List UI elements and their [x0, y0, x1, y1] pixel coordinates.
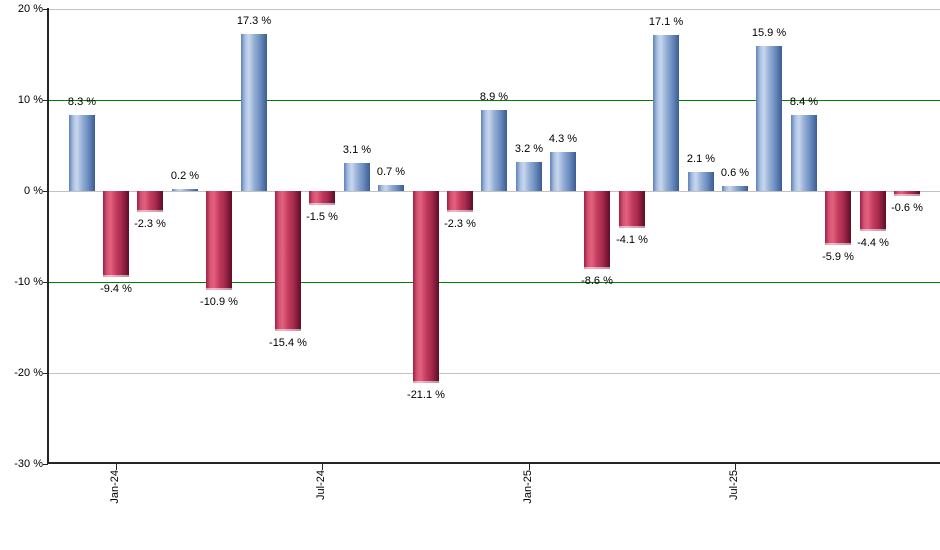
bar-jan-24 [103, 191, 129, 277]
x-axis-tick-label-text: Jan-24 [109, 470, 121, 504]
bar-jul-25 [722, 186, 748, 191]
bar-jun-25 [688, 172, 714, 191]
bar-may-25 [653, 35, 679, 191]
x-axis-tick-mark [735, 464, 736, 470]
bar-value-label: 8.3 % [67, 96, 97, 108]
x-axis-line [47, 462, 940, 464]
x-axis-tick-label: Jan-25 [520, 470, 536, 518]
bar-value-label: -0.6 % [891, 202, 923, 214]
bar-dec-25 [894, 191, 920, 196]
gridline-10pct [48, 100, 940, 101]
bar-sep-24 [378, 185, 404, 191]
y-axis-tick-mark [43, 9, 48, 10]
bar-value-label: -4.1 % [616, 234, 648, 246]
bar-may-24 [241, 34, 267, 191]
bar-dec-24 [481, 110, 507, 191]
y-axis-tick-mark [43, 191, 48, 192]
bar-value-label: 3.1 % [342, 144, 372, 156]
x-axis-tick-label: Jan-24 [107, 470, 123, 518]
bar-mar-24 [172, 189, 198, 191]
bar-value-label: 15.9 % [751, 27, 787, 39]
y-axis-tick-mark [43, 100, 48, 101]
x-axis-tick-mark [322, 464, 323, 470]
bar-jan-25 [516, 162, 542, 191]
x-axis-tick-label: Jul-24 [313, 470, 329, 518]
y-axis-tick-label: 10 % [17, 94, 43, 106]
bar-feb-25 [550, 152, 576, 191]
bar-sep-25 [791, 115, 817, 191]
bar-value-label: -10.9 % [200, 296, 238, 308]
bar-value-label: 3.2 % [514, 143, 544, 155]
y-axis-tick-mark [43, 464, 48, 465]
y-axis-tick-label: 0 % [24, 185, 43, 197]
bar-nov-25 [860, 191, 886, 231]
bar-value-label: -4.4 % [857, 237, 889, 249]
bar-value-label: 17.1 % [648, 16, 684, 28]
bar-value-label: -8.6 % [581, 275, 613, 287]
y-axis-tick-mark [43, 282, 48, 283]
bar-value-label: 0.2 % [170, 170, 200, 182]
bar-value-label: -2.3 % [444, 218, 476, 230]
bar-nov-24 [447, 191, 473, 212]
x-axis-tick-mark [529, 464, 530, 470]
bar-apr-24 [206, 191, 232, 290]
gridline-20pct [48, 9, 940, 10]
bar-aug-24 [344, 163, 370, 191]
x-axis-tick-mark [116, 464, 117, 470]
bar-value-label: 17.3 % [236, 15, 272, 27]
bar-value-label: -21.1 % [407, 389, 445, 401]
y-axis-tick-label: 20 % [17, 3, 43, 15]
bar-value-label: -15.4 % [269, 337, 307, 349]
bar-aug-25 [756, 46, 782, 191]
x-axis-tick-label: Jul-25 [726, 470, 742, 518]
x-axis-tick-label-text: Jul-24 [315, 470, 327, 500]
bar-oct-25 [825, 191, 851, 245]
y-axis-tick-label: -30 % [14, 458, 43, 470]
bar-value-label: 0.7 % [376, 166, 406, 178]
bar-oct-24 [413, 191, 439, 383]
bar-dec-23 [69, 115, 95, 191]
bar-value-label: -2.3 % [134, 218, 166, 230]
bar-jul-24 [309, 191, 335, 205]
bar-feb-24 [137, 191, 163, 212]
bar-apr-25 [619, 191, 645, 228]
x-axis-tick-label-text: Jul-25 [728, 470, 740, 500]
y-axis-tick-label: -20 % [14, 367, 43, 379]
y-axis-tick-label: -10 % [14, 276, 43, 288]
bar-value-label: 8.9 % [479, 91, 509, 103]
gridline--10pct [48, 282, 940, 283]
bar-value-label: 8.4 % [789, 96, 819, 108]
bar-jun-24 [275, 191, 301, 331]
bar-value-label: -1.5 % [306, 211, 338, 223]
x-axis-tick-label-text: Jan-25 [522, 470, 534, 504]
bar-value-label: 4.3 % [548, 133, 578, 145]
gridline--20pct [48, 373, 940, 374]
bar-mar-25 [584, 191, 610, 269]
bar-value-label: -9.4 % [100, 283, 132, 295]
gridline-0pct [48, 191, 940, 192]
y-axis-tick-mark [43, 373, 48, 374]
bar-value-label: -5.9 % [822, 251, 854, 263]
bar-value-label: 2.1 % [686, 153, 716, 165]
bar-value-label: 0.6 % [720, 167, 750, 179]
y-axis-line [47, 8, 49, 464]
